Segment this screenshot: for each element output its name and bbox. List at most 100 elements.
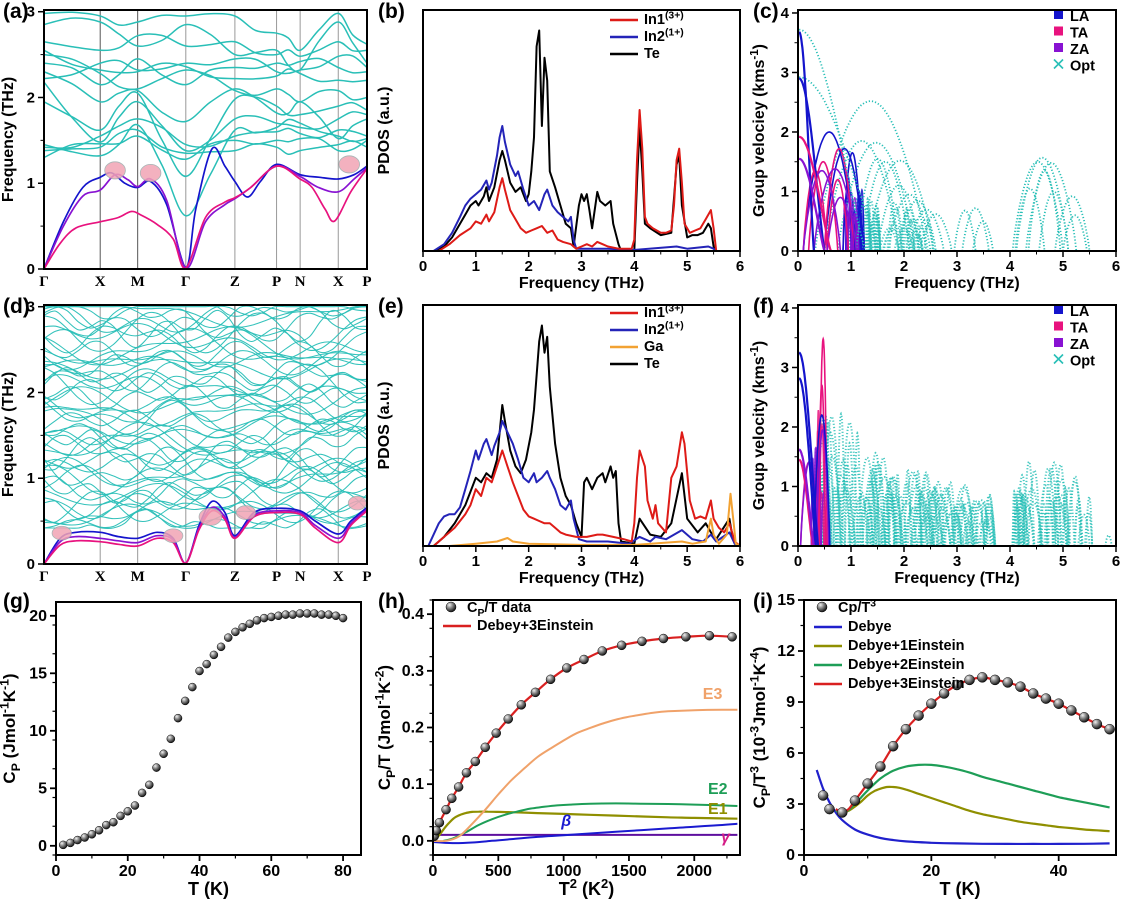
- svg-text:2: 2: [781, 124, 789, 141]
- svg-text:60: 60: [262, 863, 280, 880]
- svg-text:2: 2: [900, 553, 908, 570]
- svg-text:Frequency (THz): Frequency (THz): [0, 372, 17, 497]
- svg-text:1: 1: [781, 183, 789, 200]
- svg-text:4: 4: [781, 5, 790, 22]
- svg-text:P: P: [362, 569, 371, 585]
- svg-text:Debye+2Einstein: Debye+2Einstein: [848, 657, 964, 673]
- svg-text:N: N: [295, 274, 306, 290]
- panel-g: (g) 0 20 40 60 80 0 5 10 15 20 T (K) CP (Jmol-1K-1): [0, 590, 375, 905]
- svg-text:0: 0: [794, 553, 802, 570]
- svg-text:3: 3: [577, 258, 585, 275]
- svg-text:N: N: [295, 569, 306, 585]
- svg-text:Frequency (THz): Frequency (THz): [519, 275, 644, 292]
- svg-text:0: 0: [419, 258, 427, 275]
- svg-text:Frequency (THz): Frequency (THz): [894, 570, 1019, 587]
- svg-text:2: 2: [900, 258, 908, 275]
- panel-f: (f) 0 1 2 3 4 5 6 0 1 2 3 4 Frequency (THz) Group vel…: [750, 295, 1126, 590]
- svg-text:TA: TA: [1070, 321, 1089, 337]
- panel-h: (h) E3 E2 E1 β γ 0 500 1000 1500 2000 0.0 0.1 0.2 0.3…: [375, 590, 750, 905]
- svg-text:X: X: [333, 569, 344, 585]
- svg-text:Te: Te: [644, 46, 660, 62]
- svg-text:Debey+3Einstein: Debey+3Einstein: [477, 618, 593, 634]
- svg-text:1: 1: [472, 553, 480, 570]
- svg-text:3: 3: [786, 796, 795, 813]
- panel-label-a: (a): [3, 0, 29, 23]
- svg-text:X: X: [95, 569, 106, 585]
- svg-text:LA: LA: [1070, 9, 1090, 25]
- svg-text:Cp/T3: Cp/T3: [838, 598, 876, 616]
- panel-d: (d) 0 1 2 3 Γ X M Γ Z P N X P Frequency (THz): [0, 295, 375, 590]
- svg-text:5: 5: [1059, 258, 1067, 275]
- svg-text:0: 0: [27, 261, 35, 278]
- svg-text:3: 3: [27, 299, 35, 316]
- svg-text:Z: Z: [230, 274, 240, 290]
- svg-text:5: 5: [1059, 553, 1067, 570]
- svg-text:CP/T3 (10-3Jmol-1K-4): CP/T3 (10-3Jmol-1K-4): [750, 647, 773, 809]
- svg-text:E1: E1: [708, 801, 728, 818]
- svg-text:2: 2: [27, 384, 35, 401]
- svg-text:0: 0: [786, 847, 795, 864]
- svg-text:X: X: [333, 274, 344, 290]
- svg-text:20: 20: [922, 863, 940, 880]
- svg-text:0: 0: [781, 538, 789, 555]
- svg-text:Opt: Opt: [1070, 354, 1095, 370]
- svg-text:15: 15: [29, 665, 47, 682]
- panel-label-h: (h): [378, 590, 405, 613]
- svg-text:5: 5: [683, 258, 691, 275]
- svg-text:1: 1: [847, 553, 855, 570]
- svg-text:γ: γ: [721, 829, 731, 846]
- svg-text:0.1: 0.1: [402, 776, 424, 793]
- svg-text:Frequency (THz): Frequency (THz): [519, 570, 644, 587]
- svg-text:40: 40: [191, 863, 209, 880]
- pdos-chart-b: 0 1 2 3 4 5 6 Frequency (THz) PDOS (a.u.) In1(3+)…: [376, 9, 744, 292]
- svg-text:0.3: 0.3: [402, 663, 424, 680]
- svg-text:Group velociey (kms-1): Group velociey (kms-1): [750, 44, 768, 217]
- svg-text:Opt: Opt: [1070, 59, 1095, 75]
- svg-text:Γ: Γ: [181, 274, 191, 290]
- svg-text:ZA: ZA: [1070, 337, 1090, 353]
- svg-text:T (K): T (K): [940, 879, 981, 899]
- svg-text:M: M: [131, 274, 145, 290]
- svg-text:M: M: [131, 569, 145, 585]
- svg-text:15: 15: [777, 592, 795, 609]
- panel-label-g: (g): [3, 590, 30, 613]
- svg-text:6: 6: [736, 258, 744, 275]
- svg-text:3: 3: [781, 64, 789, 81]
- svg-text:2: 2: [781, 419, 789, 436]
- svg-text:40: 40: [1050, 863, 1068, 880]
- panel-e: (e) 0 1 2 3 4 5 6 Frequency (THz) PDOS (a.u.) In1…: [375, 295, 750, 590]
- svg-text:Debye+3Einstein: Debye+3Einstein: [848, 676, 964, 692]
- svg-text:P: P: [272, 569, 281, 585]
- svg-text:5: 5: [683, 553, 691, 570]
- svg-text:Debye: Debye: [848, 619, 892, 635]
- svg-text:9: 9: [786, 694, 795, 711]
- svg-text:ZA: ZA: [1070, 42, 1090, 58]
- svg-text:In2(1+): In2(1+): [644, 320, 684, 338]
- svg-text:Γ: Γ: [39, 569, 49, 585]
- svg-text:P: P: [272, 274, 281, 290]
- svg-text:0: 0: [781, 243, 789, 260]
- svg-text:Group velocity (kms-1): Group velocity (kms-1): [750, 341, 768, 510]
- panel-label-i: (i): [753, 590, 773, 613]
- svg-text:6: 6: [736, 553, 744, 570]
- svg-text:LA: LA: [1070, 304, 1090, 320]
- svg-text:2: 2: [524, 553, 532, 570]
- svg-text:Γ: Γ: [181, 569, 191, 585]
- cp-over-t3-fit-chart-i: 0 20 40 0 3 6 9 12 15 T (K) CP/T3 (10-3Jmol-1K-4) C…: [750, 592, 1117, 899]
- heat-capacity-chart-g: 0 20 40 60 80 0 5 10 15 20 T (K) CP (Jmol-1K-1): [0, 601, 362, 899]
- svg-text:Te: Te: [644, 356, 660, 372]
- svg-text:0.2: 0.2: [402, 720, 424, 737]
- svg-text:1000: 1000: [546, 863, 582, 880]
- svg-text:6: 6: [786, 745, 795, 762]
- svg-text:In1(3+): In1(3+): [644, 10, 684, 28]
- svg-text:β: β: [560, 813, 571, 830]
- svg-text:6: 6: [1112, 553, 1120, 570]
- svg-text:2: 2: [27, 89, 35, 106]
- svg-text:2000: 2000: [676, 863, 712, 880]
- panel-label-d: (d): [3, 295, 30, 318]
